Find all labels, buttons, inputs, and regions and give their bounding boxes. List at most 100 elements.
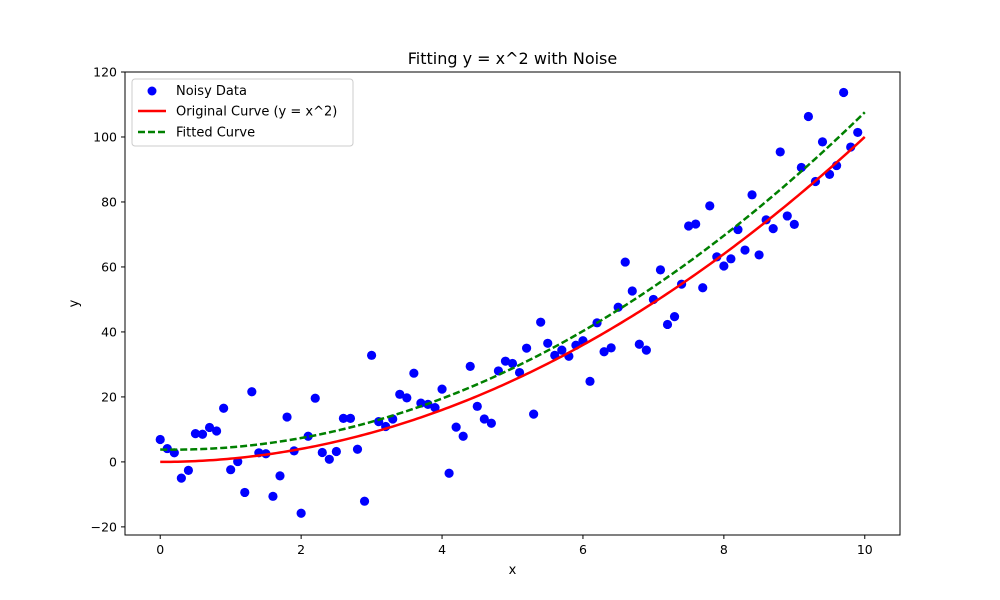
y-tick-label: 40 (101, 324, 117, 339)
data-point (606, 343, 616, 353)
data-point (479, 414, 489, 424)
data-point (627, 286, 637, 296)
axes-frame (124, 71, 901, 536)
legend-label-noisy-data: Noisy Data (176, 84, 247, 99)
data-point (775, 147, 785, 157)
y-axis-label: y (67, 299, 82, 307)
data-point (789, 219, 799, 229)
data-point (331, 446, 341, 457)
data-point (472, 401, 482, 411)
data-point (634, 339, 644, 349)
data-point (395, 389, 405, 399)
data-point (557, 345, 567, 355)
y-tick-label: 60 (101, 259, 117, 274)
data-point (853, 127, 863, 138)
x-tick-label: 10 (857, 542, 873, 557)
data-point (691, 219, 701, 229)
data-point (430, 403, 440, 413)
legend-marker-noisy-data (147, 86, 157, 96)
data-point (296, 508, 306, 518)
y-axis-ticks: −20 0 20 40 60 80 100 120 (91, 65, 125, 534)
data-point (359, 496, 370, 506)
data-point (782, 211, 792, 221)
data-point (197, 429, 208, 439)
data-point (521, 343, 532, 353)
data-point (768, 224, 778, 234)
x-tick-label: 2 (297, 542, 305, 557)
data-point (219, 403, 229, 413)
data-point (240, 487, 250, 498)
y-tick-label: −20 (91, 519, 117, 534)
data-point (669, 312, 680, 322)
data-point (444, 468, 454, 478)
chart-title: Fitting y = x^2 with Noise (408, 49, 617, 68)
data-point (352, 444, 363, 454)
data-point (155, 434, 165, 445)
data-point (275, 471, 285, 481)
data-point (719, 261, 729, 271)
data-point (324, 454, 334, 464)
x-tick-label: 0 (156, 542, 164, 557)
data-point (740, 245, 750, 255)
data-point (409, 368, 419, 378)
data-point (338, 413, 349, 423)
data-point (451, 422, 461, 432)
data-point (655, 265, 666, 275)
data-point (726, 254, 736, 264)
data-point (839, 87, 849, 98)
x-axis-label: x (509, 563, 517, 578)
data-point (366, 350, 377, 360)
legend-label-fitted-curve: Fitted Curve (176, 126, 255, 141)
data-point (437, 384, 447, 394)
data-point (211, 426, 222, 436)
fitted-curve-line (160, 111, 866, 451)
data-point (754, 250, 764, 260)
data-point (747, 190, 757, 200)
data-point (183, 465, 194, 475)
data-point (796, 162, 806, 173)
data-point (190, 429, 201, 439)
data-point (529, 409, 539, 419)
legend: Noisy Data Original Curve (y = x^2) Fitt… (131, 78, 354, 147)
data-point (500, 356, 511, 366)
data-point (585, 376, 595, 386)
data-point (486, 418, 496, 428)
scatter-layer (155, 87, 863, 518)
legend-label-original-curve: Original Curve (y = x^2) (176, 105, 337, 120)
data-point (303, 431, 313, 441)
legend-box (131, 78, 354, 147)
data-point (803, 111, 814, 122)
data-point (317, 447, 327, 458)
original-curve-line (160, 136, 866, 464)
data-point (536, 317, 546, 327)
data-point (176, 473, 186, 483)
data-point (817, 137, 828, 147)
data-point (268, 491, 278, 501)
data-point (733, 224, 743, 235)
y-tick-label: 120 (93, 65, 117, 80)
data-point (204, 422, 215, 433)
data-point (543, 338, 553, 348)
x-tick-label: 8 (720, 542, 728, 557)
data-point (662, 319, 673, 330)
data-point (310, 393, 320, 403)
x-axis-ticks: 0 2 4 6 8 10 (156, 535, 873, 557)
data-point (226, 465, 236, 475)
x-tick-label: 4 (438, 542, 446, 557)
data-point (402, 393, 412, 403)
y-tick-label: 80 (101, 194, 117, 209)
data-point (620, 257, 630, 267)
data-point (698, 283, 708, 293)
data-point (282, 412, 292, 422)
data-point (162, 443, 172, 454)
y-tick-label: 0 (109, 454, 117, 469)
data-point (613, 302, 623, 312)
data-point (458, 431, 468, 441)
y-tick-label: 20 (101, 389, 117, 404)
data-point (507, 358, 518, 369)
data-point (599, 347, 609, 357)
data-point (345, 413, 356, 423)
data-point (705, 201, 715, 211)
data-point (641, 345, 651, 355)
